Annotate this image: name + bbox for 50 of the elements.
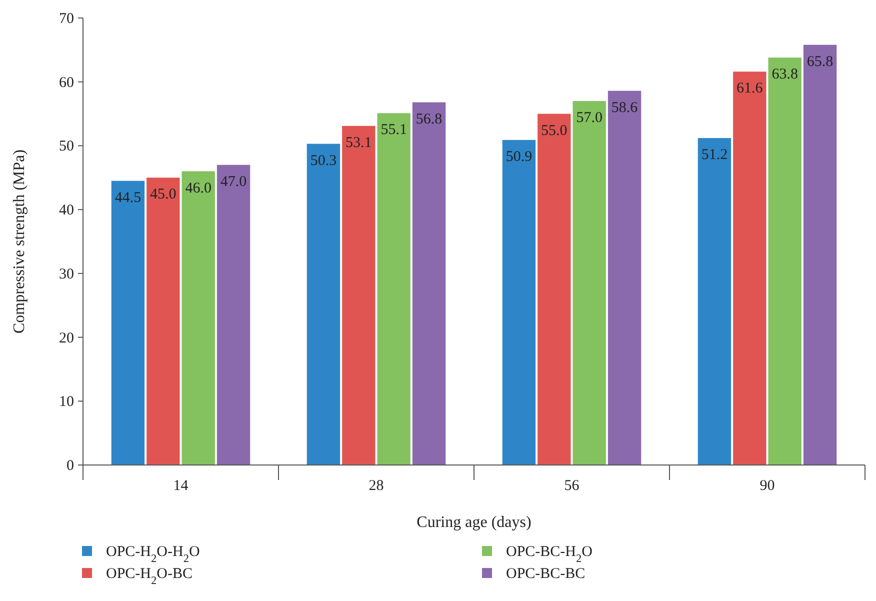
y-tick-label: 50 [59,138,74,155]
x-axis-title: Curing age (days) [416,514,532,531]
bar [538,114,571,465]
data-label: 50.3 [310,152,337,169]
bar [572,101,606,465]
data-label: 50.9 [506,148,532,165]
legend-label: OPC-H$_{2}$O-BC [106,566,192,587]
data-label: 58.6 [611,100,638,116]
y-tick-label: 10 [59,394,74,410]
data-label: 57.0 [576,110,602,126]
x-tick-label: 56 [564,478,580,494]
bar [111,180,145,465]
x-tick-label: 28 [368,478,384,494]
data-label: 55.1 [380,122,407,138]
bar [803,44,837,465]
bar [608,90,642,465]
y-tick-label: 0 [66,458,74,474]
data-label: 63.8 [772,66,798,83]
y-tick-label: 60 [59,74,74,91]
legend-label: OPC-BC-H$_{2}$O [506,544,593,565]
y-tick-label: 40 [59,202,74,219]
y-tick-label: 30 [59,266,74,282]
bar [146,178,180,465]
legend-label: OPC-BC-BC [506,566,586,582]
data-label: 56.8 [416,111,442,128]
data-label: 55.0 [541,122,568,139]
x-tick-label: 90 [760,478,775,494]
x-tick-label: 14 [173,478,189,494]
bar [182,171,215,465]
legend-label: OPC-H$_{2}$O-H$_{2}$O [106,544,200,565]
bar [377,113,410,465]
bar [306,144,340,465]
bar [502,140,536,465]
y-tick-label: 20 [59,330,74,346]
data-label: 46.0 [185,180,212,196]
bar [733,72,766,465]
bar [768,58,802,465]
bar [342,126,376,465]
data-label: 51.2 [701,147,728,164]
data-label: 53.1 [346,134,372,151]
data-label: 61.6 [736,80,764,97]
bar [216,164,250,465]
data-label: 65.8 [806,54,834,70]
data-label: 45.0 [150,186,176,203]
data-label: 47.0 [220,174,247,190]
bar [412,102,446,465]
bar [698,138,732,465]
y-tick-label: 70 [59,11,74,27]
y-axis-title: Compressive strength (MPa) [11,150,28,334]
data-label: 44.5 [114,190,142,206]
